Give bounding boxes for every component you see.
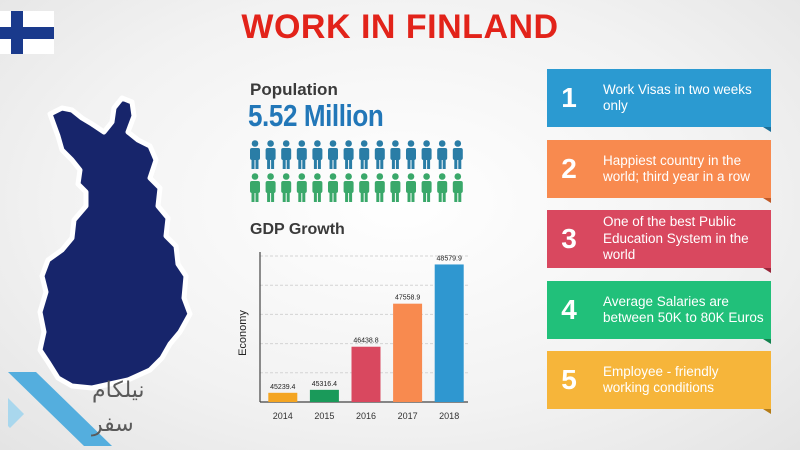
person-icon: [328, 173, 338, 202]
person-icon: [437, 140, 448, 169]
fact-card-number: 2: [561, 153, 577, 184]
fact-card-background: 3 One of the best Public Education System…: [547, 210, 771, 268]
fact-card-fold: [763, 339, 771, 344]
fact-card-2: 2 Happiest country in the world; third ye…: [547, 140, 771, 203]
watermark-text-line2: سفر: [92, 412, 134, 437]
fact-card-number: 3: [561, 223, 577, 254]
person-icon: [343, 173, 354, 202]
person-icon: [250, 140, 260, 169]
bar-value-label: 45239.4: [270, 384, 295, 391]
person-icon: [328, 140, 338, 169]
person-icon: [374, 140, 385, 169]
bar-value-label: 45316.4: [312, 381, 337, 388]
person-icon: [390, 140, 401, 169]
fact-card-fold: [763, 409, 771, 414]
population-label: Population: [250, 80, 338, 99]
x-tick-label: 2018: [439, 411, 459, 421]
fact-card-5: 5 Employee - friendly working conditions: [547, 351, 771, 414]
person-icon: [374, 173, 385, 202]
fact-card-1: 1 Work Visas in two weeks only: [547, 69, 771, 132]
y-axis-label: Economy: [237, 310, 249, 356]
bar-2018: [434, 264, 464, 402]
x-tick-label: 2015: [314, 411, 334, 421]
fact-card-4: 4 Average Salaries are between 50K to 80K…: [547, 281, 771, 344]
bar-value-label: 48579.9: [437, 255, 462, 262]
finland-flag-icon: [0, 11, 54, 54]
person-icon: [452, 173, 463, 202]
bar-2015: [309, 389, 339, 402]
x-tick-label: 2016: [356, 411, 376, 421]
person-icon: [421, 173, 432, 202]
watermark-text-line1: نیلکام: [92, 378, 145, 403]
person-icon: [312, 173, 323, 202]
fact-card-text: Happiest country in the world; third yea…: [603, 152, 751, 185]
bar-value-label: 47558.9: [395, 295, 420, 302]
finland-map-icon: [37, 95, 193, 391]
fact-card-number: 4: [561, 294, 577, 325]
x-tick-label: 2014: [273, 411, 293, 421]
person-icon: [359, 140, 370, 169]
fact-card-number: 5: [561, 364, 577, 395]
fact-card-fold: [763, 198, 771, 203]
person-icon: [312, 140, 323, 169]
person-icon: [250, 173, 260, 202]
person-icon: [437, 173, 448, 202]
fact-card-background: 2 Happiest country in the world; third ye…: [547, 140, 771, 198]
bar-2016: [351, 346, 381, 402]
fact-card-text: Average Salaries are between 50K to 80K …: [603, 293, 764, 326]
page-title: WORK IN FINLAND: [241, 8, 559, 46]
person-icon: [296, 140, 307, 169]
fact-card-text: Work Visas in two weeks only: [603, 81, 752, 114]
person-icon: [265, 140, 276, 169]
person-icon: [406, 173, 416, 202]
person-icon: [390, 173, 401, 202]
gdp-growth-label: GDP Growth: [250, 221, 345, 238]
fact-card-background: 1 Work Visas in two weeks only: [547, 69, 771, 127]
person-icon: [421, 140, 432, 169]
person-icon: [281, 173, 292, 202]
fact-card-text: Employee - friendly working conditions: [603, 363, 719, 396]
person-icon: [296, 173, 307, 202]
person-icon: [452, 140, 463, 169]
fact-card-fold: [763, 268, 771, 273]
fact-card-3: 3 One of the best Public Education System…: [547, 210, 771, 273]
fact-card-text: One of the best Public Education System …: [603, 214, 749, 263]
person-icon: [343, 140, 354, 169]
person-icon: [265, 173, 276, 202]
person-icon: [406, 140, 416, 169]
fact-card-background: 4 Average Salaries are between 50K to 80K…: [547, 281, 771, 339]
fact-card-background: 5 Employee - friendly working conditions: [547, 351, 771, 409]
population-value: 5.52 Million: [248, 98, 384, 133]
person-icon: [281, 140, 292, 169]
fact-card-number: 1: [561, 82, 577, 113]
fact-card-fold: [763, 127, 771, 132]
bar-2017: [393, 303, 423, 402]
person-icon: [359, 173, 370, 202]
watermark-logo: نیلکام سفر: [0, 368, 175, 450]
gdp-bar-chart: Economy 45239.4 2014 45316.4 2015 46438.8 2016…: [237, 252, 468, 421]
bar-value-label: 46438.8: [353, 338, 378, 345]
population-people-icons: [250, 140, 463, 202]
x-tick-label: 2017: [398, 411, 418, 421]
bar-2014: [268, 392, 298, 402]
